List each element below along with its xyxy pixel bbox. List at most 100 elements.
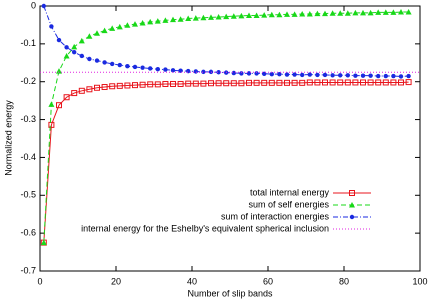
data-point [239, 71, 244, 76]
data-point [49, 24, 54, 29]
data-point [94, 58, 100, 63]
data-point [132, 82, 138, 89]
data-point [338, 73, 343, 78]
data-point [110, 61, 115, 67]
data-point [246, 12, 252, 18]
data-point [48, 101, 55, 107]
series-line [43, 11, 409, 243]
data-point [223, 80, 230, 87]
data-point [192, 80, 199, 87]
data-point [268, 11, 275, 18]
x-tick-label: 40 [187, 276, 197, 286]
data-point [162, 17, 169, 23]
data-point [177, 80, 184, 87]
data-point [314, 79, 321, 86]
data-point [147, 18, 154, 25]
data-point [352, 79, 359, 86]
data-point [185, 15, 192, 21]
data-point [72, 49, 77, 55]
data-point [268, 79, 275, 86]
data-point [102, 60, 107, 65]
data-point [353, 73, 358, 78]
data-point [64, 45, 69, 50]
data-point [116, 82, 123, 89]
data-point [382, 79, 389, 86]
data-point [405, 79, 412, 86]
y-tick-label: -0.2 [20, 76, 36, 86]
data-point [299, 10, 306, 17]
y-tick-label: -0.3 [20, 114, 36, 124]
data-point [329, 10, 336, 16]
data-point [307, 72, 312, 77]
y-tick-label: 0 [31, 0, 36, 10]
data-point [375, 79, 382, 86]
data-point [117, 62, 123, 68]
data-point [87, 56, 92, 62]
data-point [208, 14, 214, 20]
data-point [322, 72, 328, 78]
data-point [230, 80, 237, 87]
data-point [216, 70, 221, 75]
data-point [178, 68, 183, 73]
data-point [86, 33, 93, 39]
series-line [43, 81, 409, 243]
data-point [337, 10, 344, 16]
data-point [101, 27, 108, 34]
data-point [124, 22, 131, 28]
y-tick-label: -0.5 [20, 190, 36, 200]
data-point [48, 121, 55, 128]
data-point [390, 79, 397, 86]
data-point [170, 68, 176, 73]
legend-label: internal energy for the Eshelby's equiva… [81, 223, 329, 233]
data-point [315, 72, 320, 78]
data-point [360, 9, 366, 16]
x-tick-label: 20 [111, 276, 121, 286]
data-point [253, 12, 260, 18]
data-point [215, 80, 222, 87]
data-point [405, 9, 412, 15]
data-point [155, 67, 160, 72]
data-point [101, 84, 108, 91]
data-point [276, 79, 283, 86]
x-axis-label: Number of slip bands [187, 288, 273, 298]
data-point [238, 12, 245, 19]
data-point [230, 13, 237, 19]
y-axis-label: Normalized energy [3, 100, 13, 176]
data-point [56, 102, 62, 109]
data-point [186, 68, 191, 74]
data-point [306, 79, 313, 86]
data-point [140, 65, 145, 70]
data-point [390, 9, 397, 15]
data-point [376, 73, 381, 79]
data-point [200, 14, 207, 21]
data-point [360, 73, 366, 78]
data-point [238, 80, 245, 87]
data-point [253, 79, 260, 86]
data-point [94, 84, 100, 91]
x-tick-label: 100 [412, 276, 427, 286]
data-point [246, 79, 252, 86]
data-point [291, 79, 298, 86]
data-point [71, 90, 78, 97]
data-point [154, 81, 161, 88]
data-point [322, 79, 328, 86]
data-point [63, 94, 70, 101]
legend-label: sum of interaction energies [221, 211, 330, 221]
data-point [368, 73, 373, 78]
data-point [284, 72, 290, 77]
data-point [398, 9, 404, 15]
y-tick-label: -0.4 [20, 152, 36, 162]
data-point [360, 79, 366, 86]
x-tick-label: 80 [339, 276, 349, 286]
data-point [201, 69, 206, 75]
x-tick-label: 0 [37, 276, 42, 286]
data-point [154, 18, 161, 24]
y-tick-label: -0.1 [20, 38, 36, 48]
data-point [78, 37, 85, 44]
data-point [56, 37, 62, 43]
data-point [398, 74, 404, 79]
data-point [78, 87, 85, 94]
data-point [261, 79, 268, 86]
data-point [406, 73, 411, 79]
